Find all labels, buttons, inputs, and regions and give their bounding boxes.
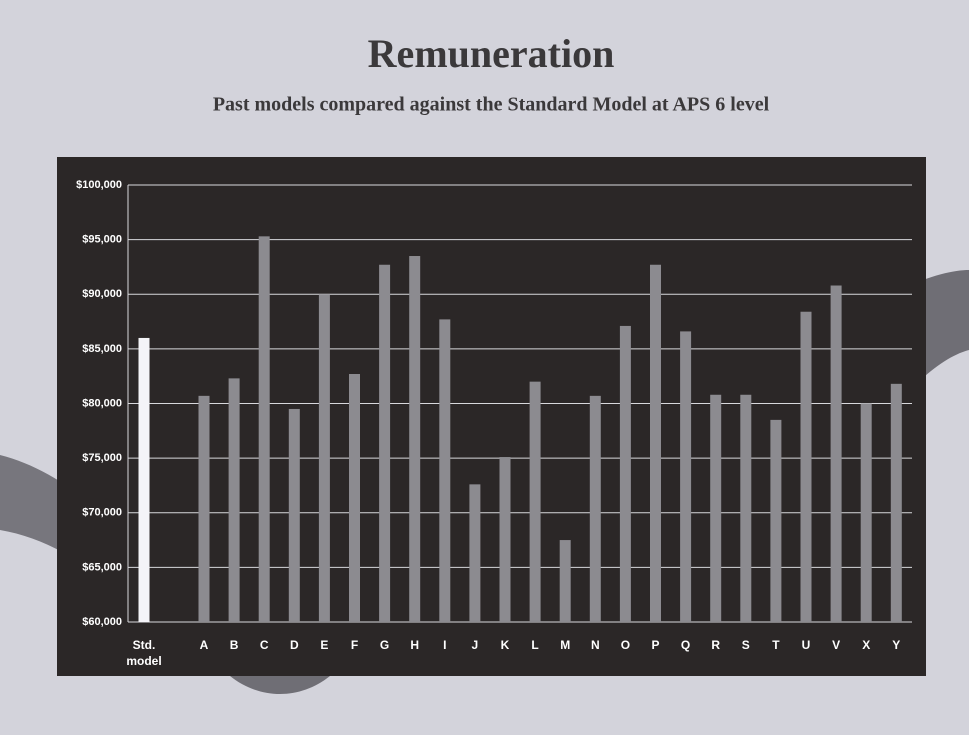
y-tick-label: $70,000 xyxy=(82,507,122,519)
bar xyxy=(318,294,330,622)
y-tick-label: $95,000 xyxy=(82,234,122,246)
bar xyxy=(589,395,601,622)
x-tick-label: L xyxy=(531,638,538,652)
bar xyxy=(559,540,571,622)
x-tick-label: Std. model xyxy=(126,638,161,668)
bar xyxy=(288,408,300,622)
bar xyxy=(740,394,752,622)
bar xyxy=(860,403,872,622)
x-tick-label: P xyxy=(651,638,659,652)
y-tick-label: $90,000 xyxy=(82,288,122,300)
bar xyxy=(770,419,782,622)
chart-title: Remuneration xyxy=(368,31,615,76)
bar xyxy=(409,256,421,622)
bar xyxy=(680,331,692,622)
y-tick-label: $65,000 xyxy=(82,561,122,573)
x-tick-label: O xyxy=(621,638,630,652)
x-tick-label: R xyxy=(711,638,720,652)
y-tick-label: $60,000 xyxy=(82,616,122,628)
x-tick-label: T xyxy=(772,638,780,652)
y-tick-label: $80,000 xyxy=(82,397,122,409)
x-tick-label: N xyxy=(591,638,600,652)
x-tick-label: K xyxy=(501,638,510,652)
x-tick-label: G xyxy=(380,638,389,652)
bar xyxy=(198,395,210,622)
x-tick-label: B xyxy=(230,638,239,652)
bar xyxy=(529,381,541,622)
bar xyxy=(890,383,902,622)
bar xyxy=(650,264,661,622)
x-tick-label: U xyxy=(802,638,811,652)
bar xyxy=(349,374,360,622)
x-tick-label: J xyxy=(472,638,479,652)
swoosh xyxy=(230,676,330,694)
x-tick-label: C xyxy=(260,638,269,652)
bar xyxy=(138,337,150,622)
bar xyxy=(228,378,240,622)
x-tick-label: M xyxy=(560,638,570,652)
x-tick-label: A xyxy=(200,638,209,652)
x-tick-label: F xyxy=(351,638,358,652)
x-tick-label: V xyxy=(832,638,840,652)
x-tick-label: Q xyxy=(681,638,690,652)
x-tick-label: S xyxy=(742,638,750,652)
x-tick-label: H xyxy=(410,638,419,652)
y-tick-label: $100,000 xyxy=(76,179,122,191)
bar xyxy=(830,285,842,622)
bar xyxy=(258,236,270,622)
y-tick-label: $75,000 xyxy=(82,452,122,464)
chart-panel xyxy=(57,157,926,676)
bar xyxy=(499,457,511,622)
bar xyxy=(439,319,451,622)
y-tick-label: $85,000 xyxy=(82,343,122,355)
x-tick-label: Y xyxy=(892,638,900,652)
x-tick-label: E xyxy=(320,638,328,652)
x-tick-label: I xyxy=(443,638,446,652)
bar xyxy=(469,484,481,622)
bar xyxy=(800,311,812,622)
x-tick-label: D xyxy=(290,638,299,652)
bar xyxy=(619,325,631,622)
bar xyxy=(710,394,722,622)
bar xyxy=(379,264,391,622)
chart-subtitle: Past models compared against the Standar… xyxy=(213,94,770,116)
x-tick-label: X xyxy=(862,638,870,652)
